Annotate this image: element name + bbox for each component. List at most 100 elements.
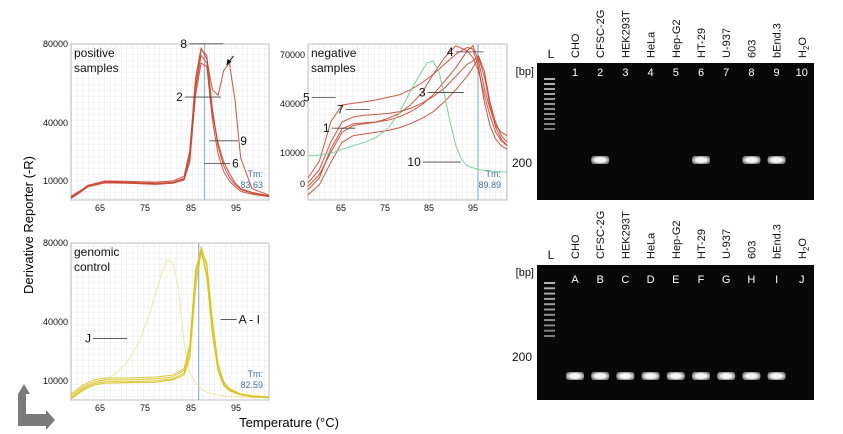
x-axis-label: Temperature (°C): [239, 415, 339, 430]
corner-arrow-icon: [18, 384, 55, 430]
x-tick-label: 65: [95, 203, 105, 213]
lane-number: C: [621, 274, 629, 286]
ladder-band: [544, 308, 555, 311]
gel-band: [641, 372, 660, 380]
lane-number: 8: [748, 67, 754, 79]
annotation-label: 7: [337, 103, 344, 117]
y-tick-label: 40000: [43, 118, 68, 128]
marker-200-label: 200: [512, 350, 532, 364]
y-tick-label: 70000: [280, 50, 305, 60]
negative-samples-panel: 657585957000040000100000-10000negativesa…: [277, 0, 508, 213]
y-tick-label: 40000: [280, 99, 305, 109]
annotation-label: A - I: [239, 312, 260, 326]
annotation-label: 3: [419, 86, 426, 100]
x-tick-label: 65: [95, 403, 105, 413]
lane-number: A: [571, 274, 579, 286]
panel-title: negative samples: [311, 46, 357, 75]
y-tick-label: 40000: [43, 317, 68, 327]
ladder-band: [544, 313, 555, 316]
lane-header: HEK293T: [620, 10, 632, 58]
y-tick-label: 80000: [43, 238, 68, 248]
lane-header: HeLa: [646, 232, 658, 259]
lane-header: U-937: [721, 229, 733, 259]
ladder-band: [544, 118, 555, 120]
x-tick-label: 65: [336, 203, 346, 213]
plot-area: [70, 43, 270, 201]
melt-curve-2: [70, 246, 270, 399]
melt-curve-1: [70, 49, 270, 199]
bp-label: [bp]: [516, 267, 534, 279]
y-tick-label: 10000: [43, 376, 68, 386]
ladder-band: [544, 78, 555, 80]
ladder-band: [544, 303, 555, 306]
melt-curve-5: [70, 250, 270, 398]
bp-label: [bp]: [516, 66, 534, 78]
lane-number: 1: [572, 67, 578, 79]
gel-image: [537, 63, 814, 200]
annotation-label: 2: [176, 90, 183, 104]
annotation-arrow-icon: [226, 55, 234, 66]
melt-curve-6: [307, 60, 508, 173]
lane-header: CFSC-2G: [595, 10, 607, 58]
lane-number: 2: [597, 67, 603, 79]
ladder-band: [544, 282, 555, 284]
lane-header: CHO: [570, 33, 582, 58]
melt-curve-4: [70, 54, 270, 198]
gel-band: [591, 372, 610, 380]
lane-header: H2O: [797, 37, 811, 58]
x-tick-label: 85: [186, 403, 196, 413]
lane-header: HT-29: [696, 28, 708, 58]
annotation-label: 10: [407, 155, 421, 169]
lane-number: 10: [796, 67, 808, 79]
gel-band: [666, 372, 685, 380]
tm-value: 83.63: [240, 180, 263, 190]
lane-header: HT-29: [696, 229, 708, 259]
lane-header: U-937: [721, 28, 733, 58]
ladder-label: L: [548, 47, 555, 61]
lane-header: bEnd.3: [772, 23, 784, 58]
tm-label: Tm:: [248, 369, 264, 379]
ladder-band: [544, 103, 555, 105]
gel-bottom: L CHO A CFSC-2G B HEK293T C HeLa D Hep-G2 E HT-29 F U…: [512, 211, 814, 400]
gel-band: [742, 372, 761, 380]
positive-samples-panel: 65 75 85 95 80000 40000 10000 positive samples Tm…: [43, 37, 270, 213]
melt-curve-3: [70, 62, 270, 199]
gel-top: L CHO 1 CFSC-2G 2 HEK293T 3 HeLa 4 Hep-G2 5 HT-29 6 U…: [512, 10, 814, 200]
ladder-band: [544, 297, 555, 300]
ladder-band: [544, 83, 555, 85]
gel-band: [717, 372, 736, 380]
lane-number: G: [722, 274, 731, 286]
y-axis-label: Derivative Reporter (-R): [21, 156, 36, 294]
x-tick-label: 95: [231, 403, 241, 413]
lane-number: F: [698, 274, 705, 286]
plot-area: [70, 242, 270, 401]
x-tick-label: 85: [186, 203, 196, 213]
lane-header: bEnd.3: [772, 224, 784, 259]
ladder-band: [544, 287, 555, 290]
lane-header: HEK293T: [620, 211, 632, 259]
lane-number: H: [747, 274, 755, 286]
ladder-band: [544, 98, 555, 100]
lane-number: 5: [673, 67, 679, 79]
melt-curve-1: [70, 259, 270, 399]
y-tick-label: 0: [300, 179, 305, 189]
ladder-band: [544, 108, 555, 110]
ladder: [544, 78, 555, 130]
ladder-band: [544, 93, 555, 95]
lane-header: CHO: [570, 234, 582, 259]
lane-number: J: [799, 274, 805, 286]
ladder-band: [544, 88, 555, 90]
x-tick-label: 75: [140, 203, 150, 213]
ladder-band: [544, 329, 555, 332]
gel-band: [616, 372, 635, 380]
ladder-label: L: [548, 248, 555, 262]
x-tick-label: 95: [468, 203, 478, 213]
ladder-band: [544, 123, 555, 125]
annotation-label: 5: [303, 91, 310, 105]
melt-curve-5: [307, 45, 508, 187]
y-tick-label: 10000: [43, 176, 68, 186]
x-tick-label: 95: [231, 203, 241, 213]
tm-label: Tm:: [486, 169, 502, 179]
x-tick-label: 75: [140, 403, 150, 413]
ladder-band: [544, 128, 555, 130]
